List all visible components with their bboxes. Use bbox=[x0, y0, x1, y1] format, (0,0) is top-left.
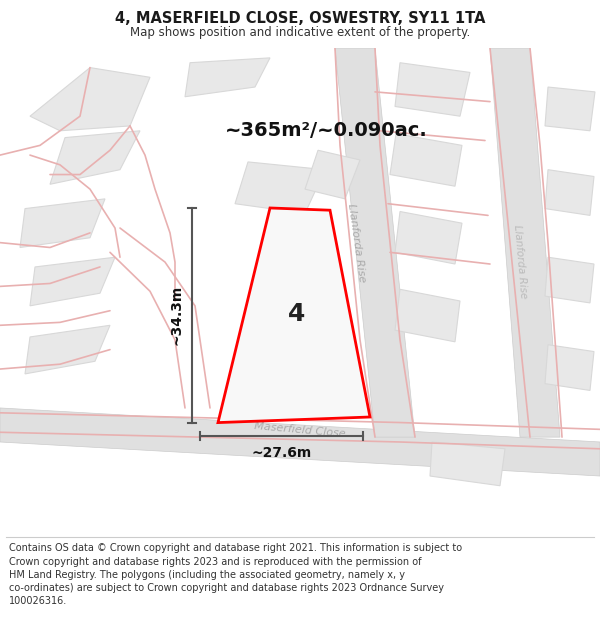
Text: Maserfield Close: Maserfield Close bbox=[254, 421, 346, 439]
Polygon shape bbox=[395, 62, 470, 116]
Polygon shape bbox=[545, 345, 594, 391]
Polygon shape bbox=[545, 87, 595, 131]
Text: Map shows position and indicative extent of the property.: Map shows position and indicative extent… bbox=[130, 26, 470, 39]
Text: 4, MASERFIELD CLOSE, OSWESTRY, SY11 1TA: 4, MASERFIELD CLOSE, OSWESTRY, SY11 1TA bbox=[115, 11, 485, 26]
Polygon shape bbox=[545, 169, 594, 216]
Polygon shape bbox=[390, 134, 462, 186]
Polygon shape bbox=[235, 162, 325, 214]
Polygon shape bbox=[30, 258, 115, 306]
Text: ~365m²/~0.090ac.: ~365m²/~0.090ac. bbox=[225, 121, 428, 140]
Polygon shape bbox=[430, 442, 505, 486]
Text: ~34.3m: ~34.3m bbox=[170, 285, 184, 346]
Polygon shape bbox=[490, 48, 560, 437]
Polygon shape bbox=[545, 258, 594, 303]
Polygon shape bbox=[395, 211, 462, 264]
Polygon shape bbox=[0, 408, 600, 476]
Polygon shape bbox=[218, 208, 370, 422]
Polygon shape bbox=[185, 58, 270, 97]
Text: 4: 4 bbox=[289, 302, 305, 326]
Text: ~27.6m: ~27.6m bbox=[251, 446, 311, 460]
Polygon shape bbox=[335, 48, 415, 437]
Polygon shape bbox=[395, 289, 460, 342]
Text: Llanforda Rise: Llanforda Rise bbox=[347, 202, 367, 282]
Text: Contains OS data © Crown copyright and database right 2021. This information is : Contains OS data © Crown copyright and d… bbox=[9, 543, 462, 606]
Polygon shape bbox=[30, 68, 150, 131]
Polygon shape bbox=[25, 325, 110, 374]
Polygon shape bbox=[305, 150, 360, 199]
Text: Llanforda Rise: Llanforda Rise bbox=[512, 225, 528, 299]
Polygon shape bbox=[50, 131, 140, 184]
Polygon shape bbox=[20, 199, 105, 248]
